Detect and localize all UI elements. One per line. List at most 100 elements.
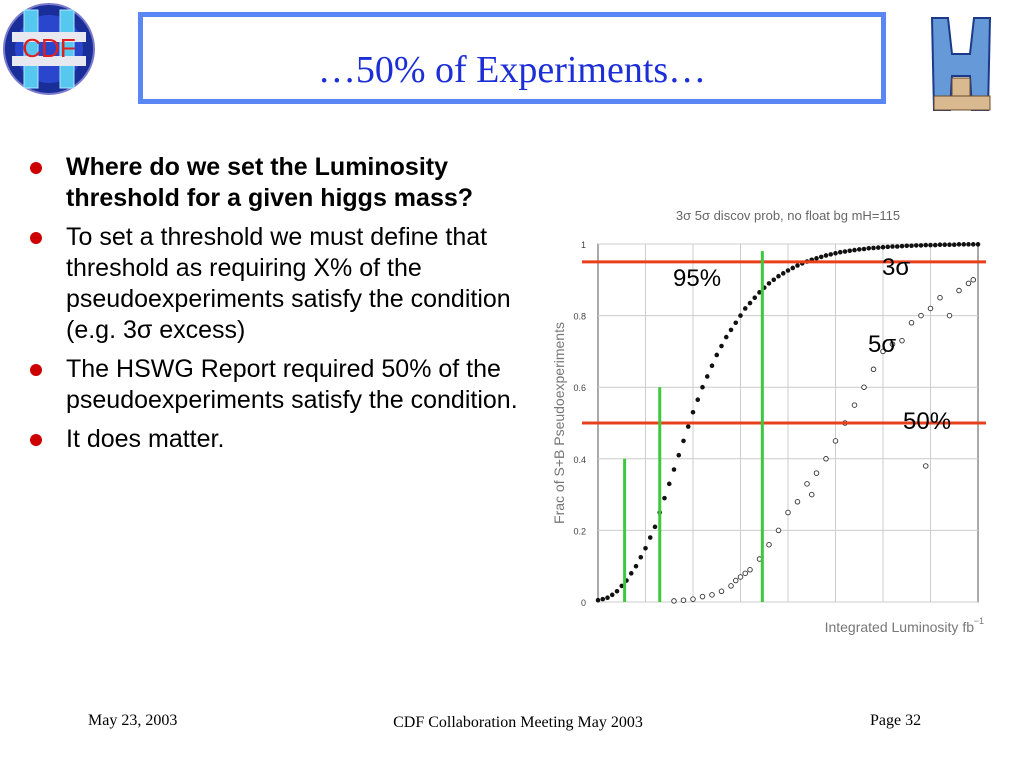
bullet-item: The HSWG Report required 50% of the pseu… — [30, 354, 520, 416]
data-point-3sigma — [861, 246, 867, 252]
data-point-3sigma — [932, 242, 938, 248]
data-point-3sigma — [899, 243, 905, 249]
data-point-3sigma — [695, 397, 701, 403]
y-axis-label: Frac of S+B Pseudoexperiments — [551, 322, 567, 524]
data-point-3sigma — [614, 588, 620, 594]
bullet-item: To set a threshold we must define that t… — [30, 222, 520, 346]
data-point-5sigma — [742, 570, 748, 577]
data-point-5sigma — [737, 574, 744, 580]
data-point-3sigma — [757, 290, 762, 295]
page-title: …50% of Experiments… — [317, 49, 707, 91]
data-point-5sigma — [728, 583, 734, 589]
data-point-3sigma — [728, 327, 734, 333]
data-point-3sigma — [847, 248, 853, 254]
data-point-3sigma — [785, 268, 791, 273]
data-point-5sigma — [809, 491, 815, 498]
data-point-3sigma — [951, 242, 957, 248]
annotation-3-sigma: 3σ — [882, 254, 910, 281]
bullet-dot-icon — [30, 232, 42, 244]
data-point-3sigma — [966, 242, 971, 247]
data-point-5sigma — [880, 348, 886, 355]
bullet-dot-icon — [30, 364, 42, 376]
data-point-3sigma — [738, 313, 743, 318]
data-point-3sigma — [666, 481, 672, 487]
cdf-logo-text: CDF — [22, 33, 75, 63]
data-point-3sigma — [913, 243, 919, 248]
data-point-5sigma — [870, 366, 877, 373]
data-point-3sigma — [842, 249, 848, 254]
data-point-3sigma — [652, 524, 658, 530]
data-point-5sigma — [794, 499, 801, 505]
data-point-5sigma — [785, 509, 791, 516]
data-point-3sigma — [671, 467, 677, 472]
data-point-3sigma — [628, 571, 634, 576]
data-point-5sigma — [918, 312, 924, 319]
y-tick-label: 0 — [581, 598, 586, 608]
bullet-text: To set a threshold we must define that t… — [66, 223, 511, 344]
data-point-5sigma — [832, 438, 839, 444]
data-point-3sigma — [709, 363, 715, 369]
cdf-logo: CDF — [3, 3, 95, 95]
annotation-5-sigma: 5σ — [868, 331, 896, 358]
data-point-3sigma — [719, 343, 724, 349]
bullet-list: Where do we set the Luminosity threshold… — [30, 152, 520, 463]
higgs-logo — [930, 17, 992, 111]
y-tick-label: 0.4 — [573, 455, 586, 465]
data-point-3sigma — [956, 242, 962, 247]
data-point-5sigma — [709, 592, 715, 598]
data-point-3sigma — [643, 546, 648, 551]
y-tick-label: 0.8 — [573, 312, 586, 322]
data-point-3sigma — [690, 409, 696, 415]
data-point-3sigma — [714, 352, 720, 358]
data-point-3sigma — [937, 242, 943, 248]
data-point-3sigma — [700, 384, 705, 390]
data-point-3sigma — [776, 273, 781, 279]
data-point-3sigma — [619, 583, 625, 589]
data-point-3sigma — [823, 253, 829, 258]
data-point-3sigma — [814, 256, 819, 261]
luminosity-chart: 0 0.2 0.4 0.6 0.8 1 3σ 5σ discov prob, no floa… — [551, 208, 986, 635]
data-point-3sigma — [600, 596, 606, 602]
data-point-3sigma — [647, 535, 653, 540]
data-point-3sigma — [790, 265, 796, 271]
title-box — [138, 12, 886, 104]
data-point-3sigma — [752, 295, 758, 300]
data-point-5sigma — [956, 287, 962, 294]
data-point-5sigma — [899, 337, 905, 344]
data-point-5sigma — [851, 402, 858, 408]
data-point-5sigma — [889, 341, 896, 347]
data-point-3sigma — [866, 245, 872, 251]
data-point-3sigma — [918, 243, 924, 248]
data-point-3sigma — [923, 242, 929, 248]
annotation-95-percent: 95% — [673, 265, 721, 292]
data-point-3sigma — [961, 242, 967, 247]
data-point-5sigma — [823, 456, 829, 462]
footer-center: CDF Collaboration Meeting May 2003 — [393, 714, 643, 731]
data-point-3sigma — [633, 563, 639, 569]
data-point-5sigma — [923, 463, 929, 469]
data-point-3sigma — [837, 249, 843, 255]
data-point-3sigma — [975, 242, 981, 247]
bullet-dot-icon — [30, 434, 42, 446]
data-point-3sigma — [818, 254, 824, 260]
data-point-3sigma — [747, 300, 753, 306]
data-point-3sigma — [733, 320, 739, 326]
data-point-3sigma — [605, 595, 610, 601]
data-point-3sigma — [833, 251, 838, 256]
data-point-3sigma — [894, 244, 900, 249]
data-point-3sigma — [595, 597, 601, 603]
data-point-3sigma — [871, 245, 876, 251]
footer-page: Page 32 — [870, 712, 922, 729]
data-point-5sigma — [946, 312, 953, 319]
data-point-5sigma — [699, 593, 706, 600]
data-point-3sigma — [828, 252, 834, 257]
data-point-5sigma — [908, 320, 915, 326]
bullet-text: It does matter. — [66, 425, 225, 453]
data-point-3sigma — [780, 271, 786, 276]
bullet-dot-icon — [30, 162, 42, 174]
data-point-3sigma — [890, 244, 895, 249]
data-point-3sigma — [795, 263, 800, 268]
data-point-5sigma — [965, 280, 972, 287]
data-point-3sigma — [766, 281, 772, 286]
data-point-3sigma — [852, 247, 857, 253]
